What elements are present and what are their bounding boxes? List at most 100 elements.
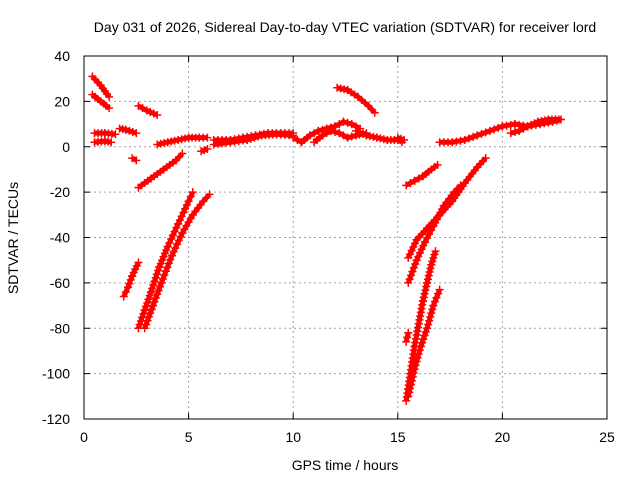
data-point — [167, 235, 176, 244]
data-point — [151, 273, 160, 282]
data-point — [417, 245, 426, 254]
data-point — [170, 227, 179, 236]
data-point — [150, 297, 159, 306]
data-point — [143, 316, 152, 325]
data-point — [515, 126, 524, 135]
data-point — [111, 130, 120, 139]
data-point — [160, 271, 169, 280]
data-point — [410, 176, 419, 185]
data-point — [149, 280, 158, 289]
data-point — [151, 294, 160, 302]
data-point — [121, 125, 130, 134]
data-point — [404, 392, 413, 401]
data-point — [147, 305, 156, 314]
data-point — [146, 107, 155, 116]
data-point — [533, 117, 542, 126]
data-point — [428, 305, 437, 314]
data-point — [414, 174, 423, 183]
data-point — [435, 285, 444, 294]
data-point — [125, 279, 134, 288]
data-point — [402, 181, 411, 190]
data-point — [419, 335, 428, 344]
data-point — [355, 128, 364, 137]
data-point — [526, 120, 535, 129]
data-point — [184, 197, 193, 206]
y-tick-label: -120 — [42, 411, 70, 427]
data-point — [174, 135, 183, 144]
data-point — [409, 263, 418, 272]
series-track-e — [115, 124, 141, 138]
chart-title: Day 031 of 2026, Sidereal Day-to-day VTE… — [94, 19, 596, 35]
data-point — [452, 137, 461, 146]
data-point — [498, 122, 507, 131]
data-point — [152, 270, 161, 279]
data-point — [415, 346, 424, 355]
data-point — [143, 298, 152, 307]
data-point — [523, 122, 532, 131]
x-tick-label: 20 — [495, 429, 511, 445]
data-point — [250, 133, 259, 142]
data-point — [335, 129, 344, 138]
data-point — [411, 259, 420, 268]
data-point — [205, 190, 214, 199]
data-point — [335, 120, 344, 129]
data-point — [404, 253, 413, 262]
data-point — [142, 106, 151, 115]
data-point — [460, 135, 469, 144]
data-point — [105, 92, 114, 101]
data-point — [182, 200, 191, 209]
data-point — [402, 337, 411, 346]
y-tick-label: -40 — [50, 230, 70, 246]
data-point — [410, 239, 419, 248]
data-point — [203, 133, 212, 142]
data-point — [146, 287, 155, 296]
series-track-k — [140, 190, 214, 333]
data-point — [420, 331, 429, 340]
data-point — [119, 292, 128, 301]
data-point — [554, 115, 563, 124]
data-point — [176, 232, 185, 241]
data-point — [415, 248, 424, 257]
data-point — [145, 291, 154, 300]
data-point — [128, 154, 137, 163]
data-point — [408, 267, 417, 276]
data-point — [128, 128, 137, 137]
data-point — [540, 116, 549, 125]
data-point — [105, 104, 114, 113]
data-point — [243, 135, 252, 144]
data-point — [175, 216, 184, 225]
data-point — [421, 286, 430, 295]
data-point — [456, 136, 465, 145]
data-point — [423, 324, 432, 333]
data-point — [336, 84, 345, 93]
data-point — [293, 135, 302, 144]
data-point — [154, 286, 163, 295]
data-point — [490, 125, 499, 134]
data-point — [404, 278, 413, 287]
data-point — [411, 361, 420, 370]
data-point — [181, 204, 190, 213]
data-point — [126, 275, 135, 284]
data-point — [420, 289, 429, 298]
data-point — [164, 259, 173, 268]
data-point — [485, 126, 494, 135]
data-point — [426, 264, 435, 273]
data-point — [424, 320, 433, 329]
data-point — [167, 137, 176, 146]
data-point — [358, 129, 367, 138]
data-point — [422, 282, 431, 291]
data-point — [421, 327, 430, 336]
series-track-a — [88, 72, 114, 101]
data-point — [150, 277, 159, 286]
data-point — [510, 120, 519, 129]
y-tick-label: -20 — [50, 184, 70, 200]
data-point — [339, 117, 348, 126]
series-track-p — [289, 117, 365, 147]
data-point — [203, 145, 212, 154]
data-point — [365, 132, 374, 141]
data-point — [149, 109, 158, 118]
data-point — [418, 338, 427, 347]
x-tick-label: 25 — [599, 429, 615, 445]
data-point — [537, 117, 546, 126]
x-tick-label: 5 — [185, 429, 193, 445]
